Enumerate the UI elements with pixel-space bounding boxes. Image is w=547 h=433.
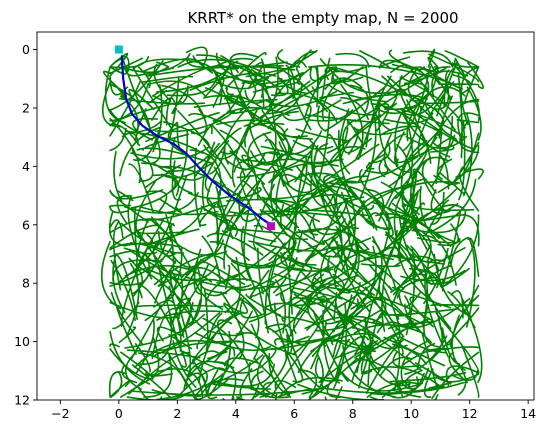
y-tick-label: 0 <box>22 42 30 57</box>
x-tick-label: 14 <box>520 406 536 421</box>
y-tick-label: 4 <box>22 159 30 174</box>
plot-frame <box>36 31 535 401</box>
x-tick-label: 6 <box>290 406 298 421</box>
chart-title: KRRT* on the empty map, N = 2000 <box>187 9 458 27</box>
x-tick-label: −2 <box>51 406 69 421</box>
x-axis: −2 0 2 4 6 8 10 12 14 <box>51 400 536 421</box>
start-marker <box>114 45 123 54</box>
x-tick-label: 2 <box>173 406 181 421</box>
y-axis: 0 2 4 6 8 10 12 <box>14 42 37 408</box>
search-tree <box>100 46 485 400</box>
y-tick-label: 8 <box>22 276 30 291</box>
goal-marker <box>266 222 275 231</box>
x-tick-label: 0 <box>115 406 123 421</box>
endpoint-markers <box>114 45 275 231</box>
tree-edges <box>100 46 485 400</box>
y-tick-label: 12 <box>14 393 30 408</box>
x-tick-label: 10 <box>403 406 419 421</box>
x-tick-label: 8 <box>349 406 357 421</box>
solution-path <box>120 55 272 226</box>
y-tick-label: 10 <box>14 334 30 349</box>
y-tick-label: 6 <box>22 217 30 232</box>
x-tick-label: 12 <box>462 406 478 421</box>
path-line <box>120 55 272 226</box>
y-tick-label: 2 <box>22 100 30 115</box>
x-tick-label: 4 <box>232 406 240 421</box>
